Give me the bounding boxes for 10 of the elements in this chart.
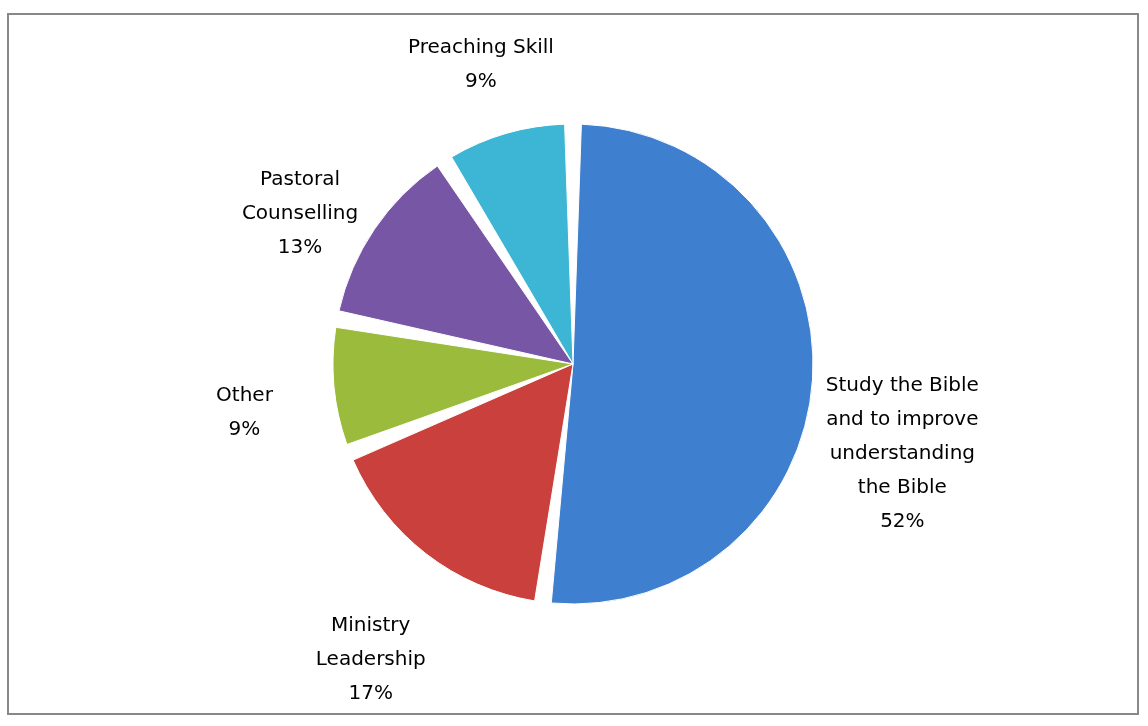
slice-label: Ministry Leadership	[315, 611, 426, 670]
data-label: 17%	[348, 679, 393, 704]
data-label: 9%	[228, 416, 261, 441]
slice-label: Other	[216, 382, 274, 407]
data-label: 13%	[277, 233, 323, 258]
slice-label: Preaching Skill	[407, 34, 554, 59]
slice-label: Pastoral Counselling	[241, 165, 359, 224]
data-label: 52%	[880, 507, 925, 532]
data-label: 9%	[465, 68, 497, 93]
slice-label: Study the Bible and to improve understanding the Bible	[825, 371, 979, 498]
